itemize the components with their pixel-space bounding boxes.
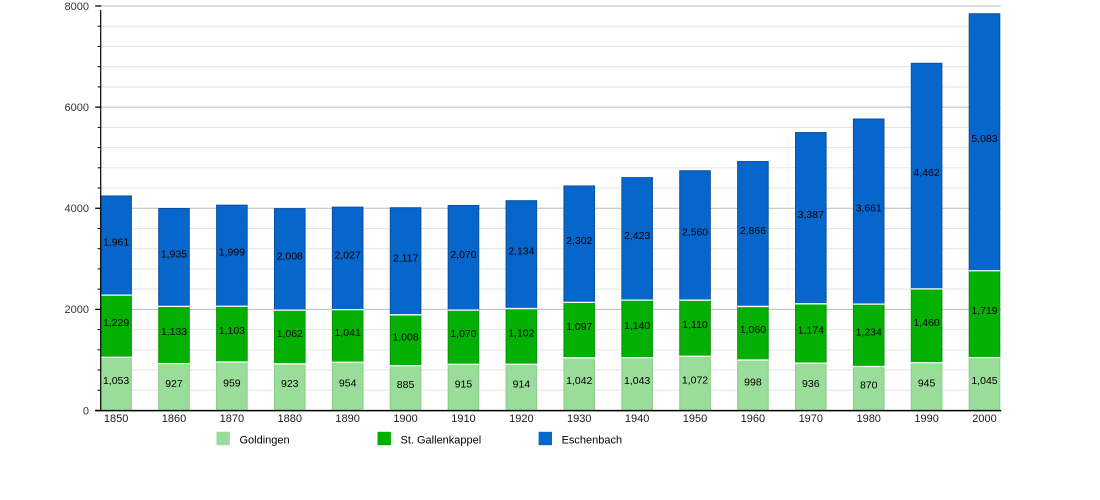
svg-text:1,097: 1,097 [566, 321, 592, 333]
svg-text:1,043: 1,043 [624, 375, 650, 387]
svg-text:1,102: 1,102 [508, 327, 534, 339]
svg-text:2,302: 2,302 [566, 235, 592, 247]
svg-text:1,460: 1,460 [913, 317, 939, 329]
svg-text:1910: 1910 [451, 413, 475, 425]
svg-text:1980: 1980 [856, 413, 880, 425]
svg-text:1,999: 1,999 [219, 247, 245, 259]
svg-text:1970: 1970 [799, 413, 823, 425]
svg-text:915: 915 [455, 378, 473, 390]
svg-text:1,041: 1,041 [335, 327, 361, 339]
svg-text:914: 914 [513, 378, 531, 390]
svg-text:1,234: 1,234 [856, 326, 882, 338]
svg-text:3,387: 3,387 [798, 209, 824, 221]
svg-text:954: 954 [339, 377, 357, 389]
svg-text:1,174: 1,174 [798, 324, 824, 336]
svg-text:1,935: 1,935 [161, 248, 187, 260]
svg-text:885: 885 [397, 379, 415, 391]
svg-text:2,423: 2,423 [624, 230, 650, 242]
svg-text:Goldingen: Goldingen [240, 435, 290, 447]
svg-text:2000: 2000 [65, 304, 89, 316]
svg-text:1,719: 1,719 [971, 305, 997, 317]
svg-text:4,462: 4,462 [913, 167, 939, 179]
svg-text:1990: 1990 [914, 413, 938, 425]
svg-text:1890: 1890 [335, 413, 359, 425]
svg-text:1,070: 1,070 [450, 328, 476, 340]
svg-text:6000: 6000 [65, 102, 89, 114]
svg-text:0: 0 [83, 405, 89, 417]
svg-text:4000: 4000 [65, 203, 89, 215]
svg-text:5,083: 5,083 [971, 133, 997, 145]
svg-text:2,008: 2,008 [277, 250, 303, 262]
svg-text:3,661: 3,661 [856, 203, 882, 215]
svg-text:1,103: 1,103 [219, 325, 245, 337]
svg-text:1,961: 1,961 [103, 237, 129, 249]
svg-text:927: 927 [165, 378, 183, 390]
svg-text:1960: 1960 [741, 413, 765, 425]
svg-text:936: 936 [802, 378, 820, 390]
svg-text:1,072: 1,072 [682, 374, 708, 386]
svg-text:1,062: 1,062 [277, 328, 303, 340]
svg-text:945: 945 [918, 378, 936, 390]
svg-text:1,140: 1,140 [624, 320, 650, 332]
svg-text:1870: 1870 [220, 413, 244, 425]
svg-text:1,042: 1,042 [566, 375, 592, 387]
svg-text:1920: 1920 [509, 413, 533, 425]
svg-text:2,134: 2,134 [508, 246, 534, 258]
svg-text:1,060: 1,060 [740, 324, 766, 336]
svg-text:1940: 1940 [625, 413, 649, 425]
svg-text:St. Gallenkappel: St. Gallenkappel [401, 435, 482, 447]
svg-text:2,866: 2,866 [740, 225, 766, 237]
svg-text:959: 959 [223, 377, 241, 389]
svg-text:1930: 1930 [567, 413, 591, 425]
svg-text:1,229: 1,229 [103, 317, 129, 329]
svg-text:1,008: 1,008 [392, 331, 418, 343]
svg-text:2,070: 2,070 [450, 249, 476, 261]
svg-text:1860: 1860 [162, 413, 186, 425]
svg-text:1,133: 1,133 [161, 326, 187, 338]
svg-text:1,045: 1,045 [971, 375, 997, 387]
svg-text:2,560: 2,560 [682, 226, 708, 238]
svg-text:2,117: 2,117 [393, 252, 419, 264]
svg-text:8000: 8000 [65, 1, 89, 13]
svg-text:1,110: 1,110 [682, 319, 708, 331]
svg-text:2,027: 2,027 [335, 249, 361, 261]
svg-text:923: 923 [281, 378, 299, 390]
svg-text:1,053: 1,053 [103, 375, 129, 387]
svg-text:1950: 1950 [683, 413, 707, 425]
svg-text:Eschenbach: Eschenbach [562, 435, 623, 447]
svg-text:870: 870 [860, 380, 878, 392]
svg-text:1850: 1850 [104, 413, 128, 425]
svg-text:998: 998 [744, 376, 762, 388]
svg-text:1880: 1880 [278, 413, 302, 425]
svg-text:2000: 2000 [972, 413, 996, 425]
svg-text:1900: 1900 [393, 413, 417, 425]
